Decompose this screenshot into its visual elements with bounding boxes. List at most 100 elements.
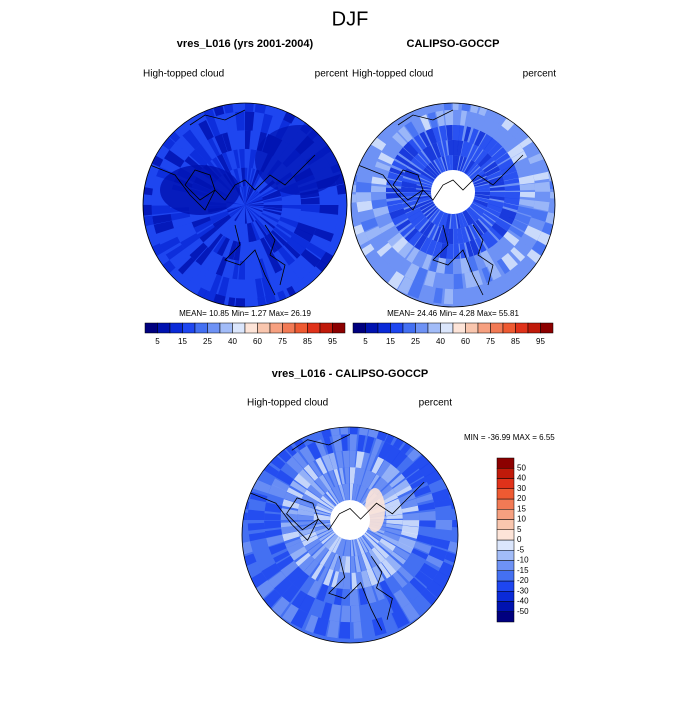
map-shading	[369, 107, 389, 127]
map-shading	[298, 594, 316, 614]
map-shading	[270, 427, 289, 444]
colorbar-box	[352, 322, 366, 334]
map-shading	[248, 532, 266, 542]
coastline	[357, 154, 524, 211]
map-shading	[434, 211, 445, 226]
map-shading	[379, 580, 393, 598]
map-shading	[381, 559, 397, 576]
map-shading	[277, 220, 297, 233]
map-shading	[407, 210, 423, 223]
map-shading	[403, 262, 420, 281]
map-shading	[323, 533, 337, 548]
map-shading	[198, 120, 214, 141]
map-shading	[319, 195, 339, 205]
map-shading	[300, 249, 321, 268]
map-shading	[486, 280, 499, 298]
map-shading	[421, 285, 433, 302]
map-shading	[382, 407, 397, 426]
map-shading	[418, 83, 430, 100]
map-shading	[486, 120, 501, 138]
map-shading	[315, 457, 328, 475]
map-shading	[270, 230, 287, 246]
map-shading	[338, 401, 347, 418]
map-shading	[271, 478, 290, 492]
map-shading	[252, 479, 272, 494]
map-shading	[317, 528, 333, 539]
map-shading	[350, 450, 356, 468]
map-shading	[356, 538, 365, 555]
map-shading	[352, 539, 358, 557]
map-shading	[361, 452, 370, 470]
map-shading	[376, 242, 392, 257]
map-shading	[419, 562, 439, 580]
polar-map	[351, 83, 555, 307]
map-shading	[391, 427, 406, 430]
map-border	[142, 102, 348, 308]
map-shading	[286, 456, 304, 474]
map-shading	[245, 189, 257, 205]
map-shading	[387, 232, 404, 247]
map-shading	[250, 169, 260, 188]
map-shading	[389, 473, 405, 488]
map-shading	[388, 253, 405, 271]
map-shading	[441, 212, 449, 229]
colorbar-box	[527, 322, 541, 334]
map-shading	[245, 188, 256, 205]
map-shading	[282, 199, 302, 205]
colorbar-box	[515, 322, 529, 334]
map-shading	[357, 468, 366, 486]
map-shading	[432, 450, 452, 468]
map-shading	[514, 240, 532, 257]
map-shading	[497, 131, 513, 147]
map-shading	[401, 462, 419, 479]
map-shading	[455, 155, 460, 171]
map-shading	[410, 427, 428, 443]
map-shading	[182, 129, 201, 150]
map-shading	[358, 537, 369, 553]
colorbar-box	[182, 322, 196, 334]
map-shading	[483, 103, 499, 104]
map-shading	[480, 250, 495, 268]
map-shading	[331, 571, 339, 588]
map-shading	[413, 267, 428, 285]
map-shading	[486, 203, 503, 213]
colorbar-label: 15	[517, 504, 526, 513]
map-shading	[266, 534, 284, 547]
map-shading	[296, 222, 317, 236]
map-shading	[247, 509, 265, 520]
map-shading	[266, 494, 284, 506]
map-shading	[242, 475, 256, 489]
map-shading	[264, 235, 278, 253]
map-shading	[413, 596, 430, 614]
coastline	[224, 224, 276, 296]
map-shading	[277, 269, 292, 290]
map-shading	[382, 534, 399, 546]
map-shading	[371, 176, 388, 185]
map-shading	[435, 272, 445, 289]
colorbar-label: 5	[155, 337, 160, 346]
map-shading	[259, 216, 276, 229]
map-shading	[428, 478, 447, 491]
map-shading	[307, 598, 324, 618]
coastline	[472, 224, 494, 286]
map-shading	[315, 439, 327, 457]
map-shading	[384, 445, 401, 465]
map-shading	[274, 250, 289, 269]
map-shading	[281, 265, 300, 287]
map-shading	[289, 260, 308, 281]
map-shading	[434, 529, 452, 539]
map-shading	[302, 408, 315, 426]
map-shading	[400, 531, 418, 539]
map-shading	[361, 469, 372, 487]
map-shading	[453, 243, 460, 260]
map-shading	[480, 117, 492, 133]
map-shading	[374, 544, 390, 559]
map-shading	[385, 613, 399, 632]
map-shading	[213, 235, 227, 254]
map-shading	[318, 474, 332, 491]
map-shading	[531, 126, 549, 141]
map-shading	[453, 273, 464, 290]
colorbar-box	[402, 322, 416, 334]
map-shading	[253, 240, 263, 260]
map-shading	[245, 205, 264, 209]
